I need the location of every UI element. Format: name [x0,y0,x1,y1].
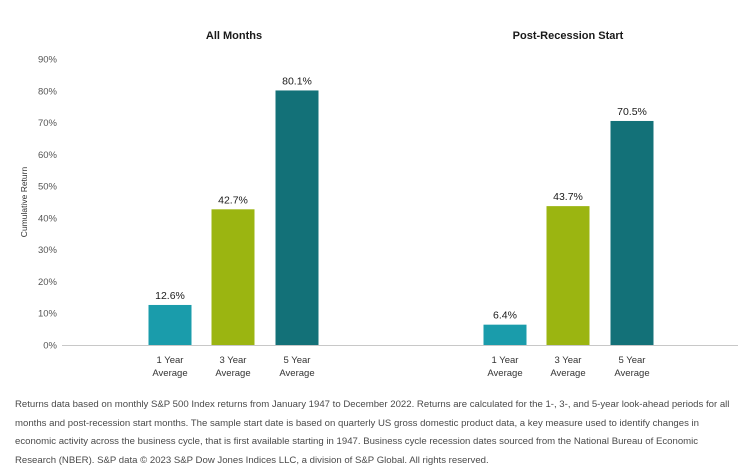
y-tick-label: 80% [38,86,58,97]
x-tick-label: Average [550,368,585,379]
y-tick-label: 30% [38,245,58,256]
x-tick-label: Average [215,368,250,379]
data-label: 42.7% [218,194,248,206]
x-tick-label: 5 Year [284,355,311,366]
y-tick-label: 10% [38,309,58,320]
data-label: 80.1% [282,75,312,87]
x-tick-label: 3 Year [555,355,582,366]
x-tick-label: 1 Year [157,355,184,366]
x-tick-label: 3 Year [220,355,247,366]
data-label: 43.7% [553,191,583,203]
panel-title: All Months [206,30,262,42]
y-tick-label: 20% [38,277,58,288]
bar [211,209,255,345]
x-tick-label: 1 Year [492,355,519,366]
x-tick-label: Average [614,368,649,379]
x-tick-label: Average [279,368,314,379]
x-tick-label: 5 Year [619,355,646,366]
y-tick-label: 50% [38,182,58,193]
y-tick-label: 40% [38,213,58,224]
y-tick-label: 0% [43,341,57,352]
y-axis-label: Cumulative Return [19,167,29,238]
bar [275,90,319,346]
panel-title: Post-Recession Start [513,30,624,42]
data-label: 70.5% [617,106,647,118]
bar [483,324,527,345]
y-tick-label: 60% [38,150,58,161]
data-label: 12.6% [155,290,185,302]
x-tick-label: Average [152,368,187,379]
bar [610,120,654,345]
chart-area: 0% 10% 20% 30% 40% 50% 60% 70% 80% 90% Cumulative … [19,30,738,379]
y-tick-label: 90% [38,55,58,66]
bar [148,304,192,345]
x-tick-label: Average [487,368,522,379]
bar [546,206,590,345]
y-tick-label: 70% [38,118,58,129]
footnote: Returns data based on monthly S&P 500 In… [15,399,730,466]
data-label: 6.4% [493,310,517,322]
